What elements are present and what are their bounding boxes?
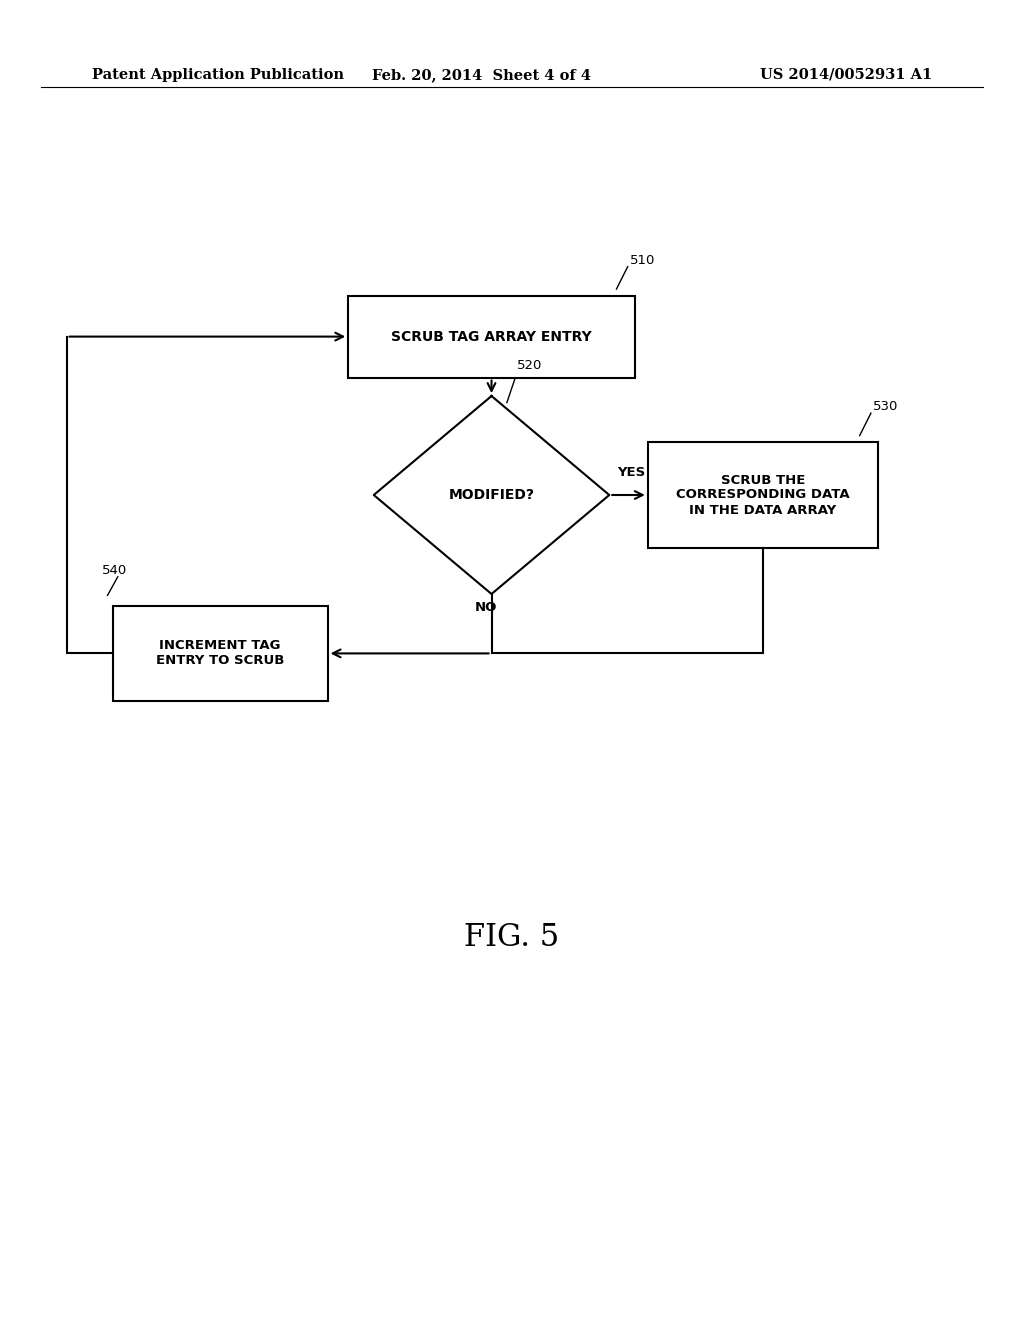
FancyBboxPatch shape bbox=[647, 442, 878, 548]
Text: INCREMENT TAG
ENTRY TO SCRUB: INCREMENT TAG ENTRY TO SCRUB bbox=[156, 639, 285, 668]
Text: Feb. 20, 2014  Sheet 4 of 4: Feb. 20, 2014 Sheet 4 of 4 bbox=[372, 67, 591, 82]
Text: 520: 520 bbox=[517, 359, 543, 372]
Text: MODIFIED?: MODIFIED? bbox=[449, 488, 535, 502]
Text: SCRUB TAG ARRAY ENTRY: SCRUB TAG ARRAY ENTRY bbox=[391, 330, 592, 343]
FancyBboxPatch shape bbox=[348, 296, 635, 378]
Text: 540: 540 bbox=[102, 564, 128, 577]
Text: NO: NO bbox=[475, 601, 498, 614]
Text: SCRUB THE
CORRESPONDING DATA
IN THE DATA ARRAY: SCRUB THE CORRESPONDING DATA IN THE DATA… bbox=[676, 474, 850, 516]
Text: Patent Application Publication: Patent Application Publication bbox=[92, 67, 344, 82]
Text: 510: 510 bbox=[630, 253, 655, 267]
Text: FIG. 5: FIG. 5 bbox=[464, 921, 560, 953]
FancyBboxPatch shape bbox=[113, 606, 328, 701]
Text: US 2014/0052931 A1: US 2014/0052931 A1 bbox=[760, 67, 932, 82]
Text: YES: YES bbox=[617, 466, 646, 479]
Polygon shape bbox=[374, 396, 609, 594]
Text: 530: 530 bbox=[872, 400, 898, 413]
